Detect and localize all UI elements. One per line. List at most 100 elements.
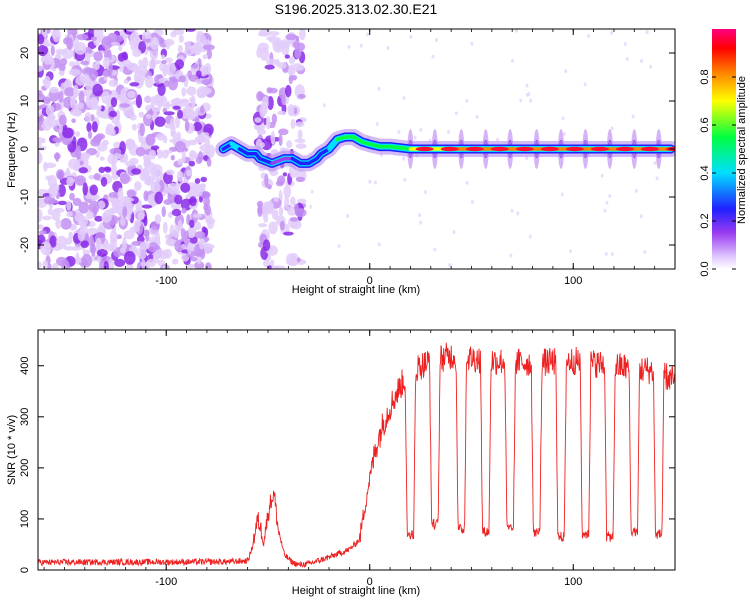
spectrogram-noise-blob [38,230,47,235]
spectrogram-noise-blob [148,59,157,70]
spectrogram-noise-blob [278,133,283,147]
spectrogram-noise-blob [88,200,100,215]
spectrogram-faint-blob [583,82,587,87]
spectrogram-noise-blob [108,62,113,76]
spectrogram-noise-blob [167,183,179,195]
spectrogram-noise-blob [58,90,64,103]
spectrogram-noise-blob [101,36,113,50]
spectrogram-faint-blob [470,199,474,204]
spectrogram-noise-blob [93,172,101,181]
spectrogram-faint-blob [418,213,422,218]
spectrogram-noise-blob [90,36,98,41]
spectrogram-noise-blob [148,150,157,160]
spectrogram-noise-blob [46,118,57,128]
spectrogram-noise-blob [283,231,294,236]
spectrogram-noise-blob [160,54,166,60]
spectrogram-faint-blob [561,116,565,121]
spectrogram-noise-blob [135,94,143,109]
spectrogram-noise-blob [80,240,90,248]
spectrogram-noise-blob [273,265,286,269]
spectrogram-noise-blob [147,242,159,253]
snr-y-tick-label: 200 [19,459,31,477]
spectrogram-x-tick-label: -100 [155,275,177,287]
spectrogram-noise-blob [89,184,99,196]
spectrogram-faint-blob [446,129,450,134]
spectrogram-faint-blob [653,161,657,166]
spectrogram-noise-blob [123,250,136,265]
spectrogram-noise-blob [86,210,94,220]
spectrogram-noise-blob [119,103,131,108]
spectrogram-noise-blob [133,219,142,229]
colorbar-tick-label: 0.8 [699,69,711,84]
spectrogram-noise-blob [185,29,196,32]
spectrogram-noise-blob [170,131,177,138]
spectrogram-noise-blob [181,207,187,214]
spectrogram-noise-blob [124,161,136,167]
spectrogram-x-tick-label: 100 [564,275,582,287]
spectrogram-noise-blob [162,135,168,144]
spectrogram-noise-blob [122,236,127,251]
spectrogram-noise-blob [62,127,74,139]
spectrogram-noise-blob [180,182,191,193]
snr-x-tick-label: 100 [564,576,582,588]
spectrogram-track-segment [327,137,339,151]
spectrogram-noise-blob [47,208,53,216]
spectrogram-track-peak [440,146,459,152]
spectrogram-noise-blob [66,37,73,50]
spectrogram-faint-blob [323,103,327,108]
spectrogram-noise-blob [92,83,103,97]
spectrogram-noise-blob [78,90,85,104]
spectrogram-noise-blob [259,105,266,118]
spectrogram-faint-blob [643,250,647,255]
spectrogram-noise-blob [149,32,159,39]
spectrogram-noise-blob [141,204,153,209]
spectrogram-noise-blob [257,42,269,53]
spectrogram-track-segment [388,144,413,151]
spectrogram-noise-blob [144,75,154,88]
spectrogram-noise-blob [299,29,306,41]
spectrogram-faint-blob [605,200,609,205]
spectrogram-y-axis-title: Frequency (Hz) [6,112,18,188]
spectrogram-noise-blob [79,160,84,166]
spectrogram-noise-blob [193,185,203,198]
spectrogram-noise-blob [99,260,104,269]
spectrogram-noise-blob [134,181,142,191]
spectrogram-faint-blob [625,56,629,61]
spectrogram-faint-blob [529,98,533,103]
spectrogram-noise-blob [107,197,119,203]
spectrogram-noise-blob [102,70,109,78]
spectrogram-noise-blob [161,59,167,65]
spectrogram-noise-blob [45,105,55,117]
spectrogram-noise-blob [283,185,292,199]
spectrogram-noise-blob [87,130,93,140]
spectrogram-noise-blob [110,41,121,46]
spectrogram-faint-blob [608,193,612,198]
spectrogram-noise-blob [147,258,156,268]
spectrogram-noise-blob [151,107,161,113]
spectrogram-noise-blob [295,176,306,182]
spectrogram-faint-blob [402,96,406,101]
spectrogram-noise-blob [189,219,195,229]
spectrogram-noise-blob [111,174,119,180]
spectrogram-noise-blob [51,209,61,221]
spectrogram-noise-blob [40,241,52,256]
spectrogram-noise-blob [138,111,145,118]
spectrogram-noise-blob [177,44,183,55]
spectrogram-noise-blob [64,260,70,269]
spectrogram-faint-blob [409,34,413,39]
spectrogram-noise-blob [38,150,42,164]
spectrogram-noise-blob [56,235,68,250]
spectrogram-noise-blob [108,79,119,88]
spectrogram-noise-blob [154,214,162,225]
spectrogram-noise-blob [294,138,306,143]
spectrogram-noise-blob [56,256,68,267]
spectrogram-noise-blob [88,68,98,81]
spectrogram-noise-blob [153,94,163,104]
spectrogram-faint-blob [510,208,514,213]
spectrogram-noise-blob [165,57,173,63]
spectrogram-noise-blob [174,115,181,129]
spectrogram-noise-blob [266,87,273,94]
colorbar-tick-label: 0.0 [699,261,711,276]
spectrogram-noise-blob [273,197,280,203]
spectrogram-noise-blob [38,105,44,110]
